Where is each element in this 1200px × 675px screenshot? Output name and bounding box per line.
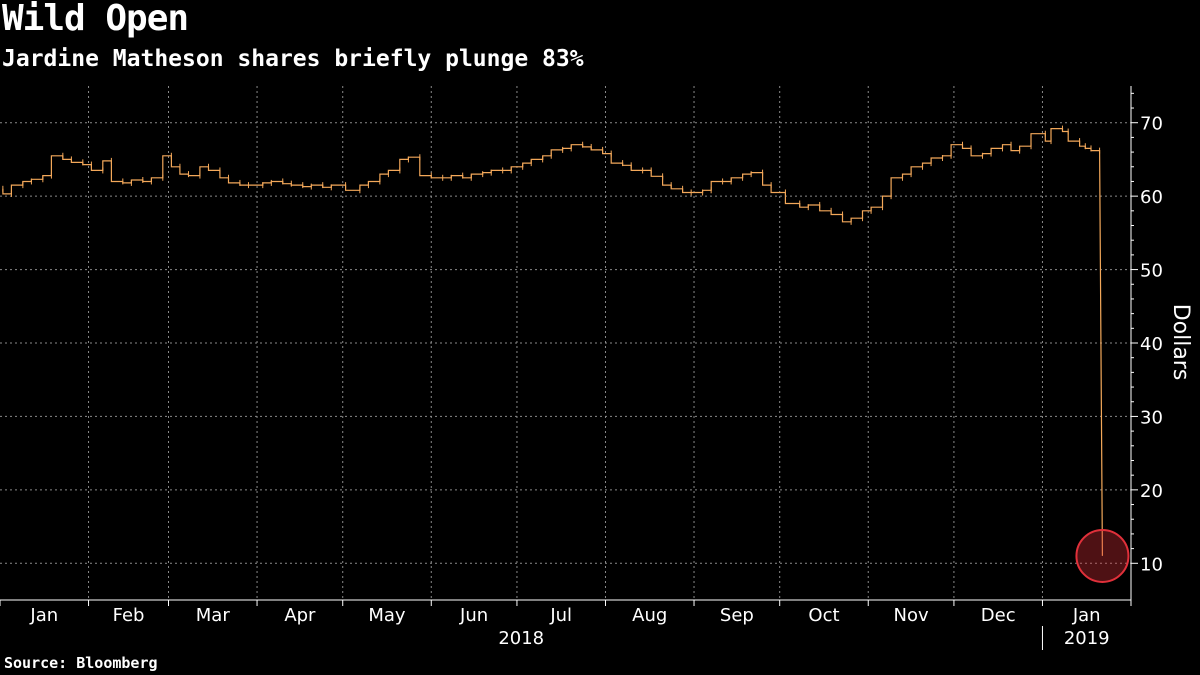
y-tick-label-70: 70 xyxy=(1140,114,1163,135)
x-month-label-0: Jan xyxy=(29,605,58,626)
x-year-label-1: 2019 xyxy=(1064,628,1110,649)
grid-layer xyxy=(0,86,1131,600)
y-tick-label-10: 10 xyxy=(1140,554,1163,575)
x-month-label-7: Aug xyxy=(632,605,667,626)
x-month-label-8: Sep xyxy=(720,605,754,626)
x-month-label-11: Dec xyxy=(981,605,1016,626)
x-month-label-12: Jan xyxy=(1072,605,1101,626)
x-year-label-0: 2018 xyxy=(498,628,544,649)
plunge-highlight-circle xyxy=(1075,528,1130,583)
x-month-label-6: Jul xyxy=(549,605,572,626)
y-tick-label-40: 40 xyxy=(1140,334,1163,355)
price-series-line xyxy=(2,128,1103,556)
source-note: Source: Bloomberg xyxy=(4,654,158,672)
series-layer xyxy=(2,125,1130,583)
y-tick-label-30: 30 xyxy=(1140,407,1163,428)
x-month-label-3: Apr xyxy=(284,605,316,626)
y-axis-title: Dollars xyxy=(1168,304,1193,381)
x-month-label-1: Feb xyxy=(113,605,145,626)
y-tick-label-50: 50 xyxy=(1140,261,1163,282)
x-month-label-4: May xyxy=(368,605,406,626)
x-month-label-10: Nov xyxy=(894,605,929,626)
y-tick-label-60: 60 xyxy=(1140,187,1163,208)
x-month-label-5: Jun xyxy=(459,605,488,626)
chart-subtitle: Jardine Matheson shares briefly plunge 8… xyxy=(2,46,584,72)
axis-layer: 10 20 30 40 50 60 70 Jan Feb Mar Apr May Jun Jul Aug Se… xyxy=(0,86,1193,650)
x-month-label-2: Mar xyxy=(196,605,231,626)
y-tick-label-20: 20 xyxy=(1140,481,1163,502)
chart-title: Wild Open xyxy=(2,0,189,39)
x-month-label-9: Oct xyxy=(808,605,839,626)
